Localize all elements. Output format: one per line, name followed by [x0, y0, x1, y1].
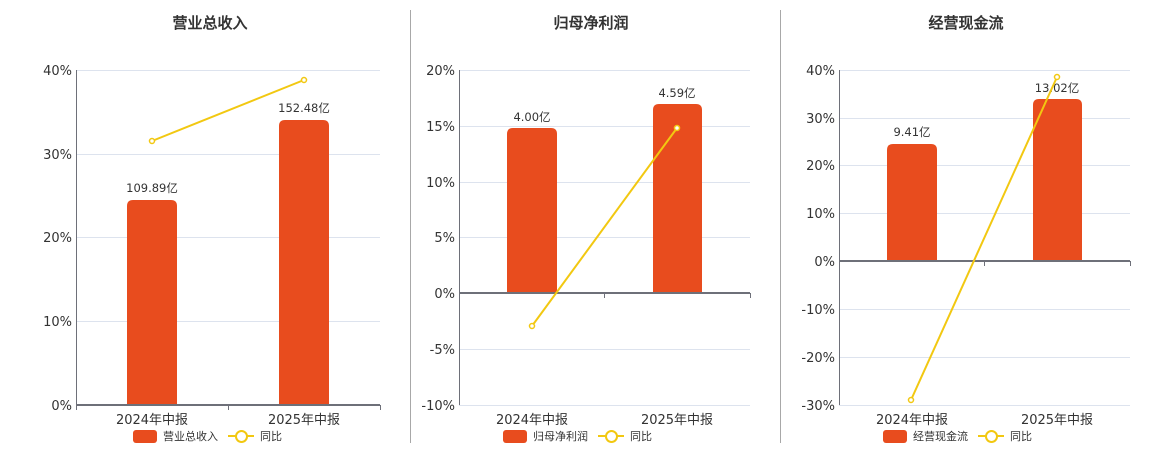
- yoy-point[interactable]: [528, 322, 536, 330]
- yoy-line: [910, 76, 1058, 401]
- yoy-point[interactable]: [148, 137, 156, 145]
- revenue-chart-panel: 营业总收入 40% 30% 20% 10% 0% 109.89亿 152.48亿…: [0, 0, 410, 450]
- bar-value-label: 109.89亿: [126, 181, 178, 195]
- panel-divider: [410, 10, 411, 443]
- x-category: 2024年中报: [876, 413, 948, 428]
- bar-2025[interactable]: [279, 120, 329, 405]
- legend-line-label[interactable]: 同比: [1010, 430, 1032, 443]
- yoy-line: [531, 127, 678, 327]
- x-category: 2024年中报: [496, 413, 568, 428]
- bar-2024[interactable]: [887, 144, 937, 261]
- chart-legend: 营业总收入 同比: [133, 428, 282, 444]
- y-tick: -10%: [421, 399, 455, 414]
- chart-legend: 归母净利润 同比: [503, 428, 652, 444]
- legend-bar-swatch[interactable]: [503, 429, 527, 443]
- legend-line-marker-icon[interactable]: [228, 429, 254, 443]
- y-tick: 40%: [43, 64, 72, 79]
- bar-2024[interactable]: [507, 128, 557, 293]
- legend-line-marker-icon[interactable]: [978, 429, 1004, 443]
- legend-bar-swatch[interactable]: [883, 429, 907, 443]
- legend-line-marker-icon[interactable]: [598, 429, 624, 443]
- legend-bar-label[interactable]: 经营现金流: [913, 430, 968, 443]
- operating-cashflow-chart-panel: 经营现金流 40% 30% 20% 10% 0% -10% -20% -30% …: [781, 0, 1160, 450]
- legend-line-label[interactable]: 同比: [260, 430, 282, 443]
- bar-2025[interactable]: [653, 104, 702, 293]
- y-tick: 15%: [426, 120, 455, 135]
- legend-bar-swatch[interactable]: [133, 429, 157, 443]
- chart-title: 归母净利润: [553, 14, 629, 32]
- x-category: 2025年中报: [268, 413, 340, 428]
- bar-value-label: 13.02亿: [1035, 81, 1079, 95]
- bar-2024[interactable]: [127, 200, 177, 405]
- x-category: 2024年中报: [116, 413, 188, 428]
- bar-value-label: 152.48亿: [278, 101, 330, 115]
- x-category: 2025年中报: [1021, 413, 1093, 428]
- net-profit-chart-panel: 归母净利润 20% 15% 10% 5% 0% -5% -10% 4.00亿 4…: [411, 0, 781, 450]
- bar-value-label: 9.41亿: [893, 125, 930, 139]
- y-tick: 0%: [51, 399, 72, 414]
- y-tick: 40%: [806, 64, 835, 79]
- bar-value-label: 4.00亿: [513, 110, 550, 124]
- y-tick: 5%: [434, 231, 455, 246]
- y-tick: -10%: [801, 303, 835, 318]
- bar-value-label: 4.59亿: [658, 86, 695, 100]
- operating-cashflow-chart-plot: 40% 30% 20% 10% 0% -10% -20% -30% 9.41亿 …: [801, 64, 1131, 428]
- y-tick: 20%: [43, 231, 72, 246]
- legend-bar-label[interactable]: 营业总收入: [163, 430, 218, 443]
- yoy-point[interactable]: [673, 124, 681, 132]
- legend-line-label[interactable]: 同比: [630, 430, 652, 443]
- bar-2025[interactable]: [1033, 99, 1082, 261]
- net-profit-chart-plot: 20% 15% 10% 5% 0% -5% -10% 4.00亿 4.59亿 2…: [421, 64, 751, 428]
- chart-legend: 经营现金流 同比: [883, 428, 1032, 444]
- x-category: 2025年中报: [641, 413, 713, 428]
- y-tick: 0%: [434, 287, 455, 302]
- yoy-point[interactable]: [907, 396, 915, 404]
- revenue-chart-plot: 40% 30% 20% 10% 0% 109.89亿 152.48亿 2024年…: [43, 64, 381, 428]
- yoy-point[interactable]: [300, 76, 308, 84]
- y-tick: 20%: [426, 64, 455, 79]
- panel-divider: [780, 10, 781, 443]
- y-tick: -5%: [430, 343, 455, 358]
- y-tick: 10%: [43, 315, 72, 330]
- y-tick: 10%: [426, 176, 455, 191]
- y-tick: 30%: [43, 148, 72, 163]
- y-tick: -30%: [801, 399, 835, 414]
- chart-title: 经营现金流: [928, 14, 1004, 32]
- y-tick: -20%: [801, 351, 835, 366]
- yoy-line: [151, 79, 305, 142]
- legend-bar-label[interactable]: 归母净利润: [533, 430, 588, 443]
- yoy-point[interactable]: [1053, 73, 1061, 81]
- y-tick: 10%: [806, 207, 835, 222]
- y-tick: 30%: [806, 112, 835, 127]
- y-tick: 0%: [814, 255, 835, 270]
- chart-title: 营业总收入: [172, 14, 248, 32]
- y-tick: 20%: [806, 159, 835, 174]
